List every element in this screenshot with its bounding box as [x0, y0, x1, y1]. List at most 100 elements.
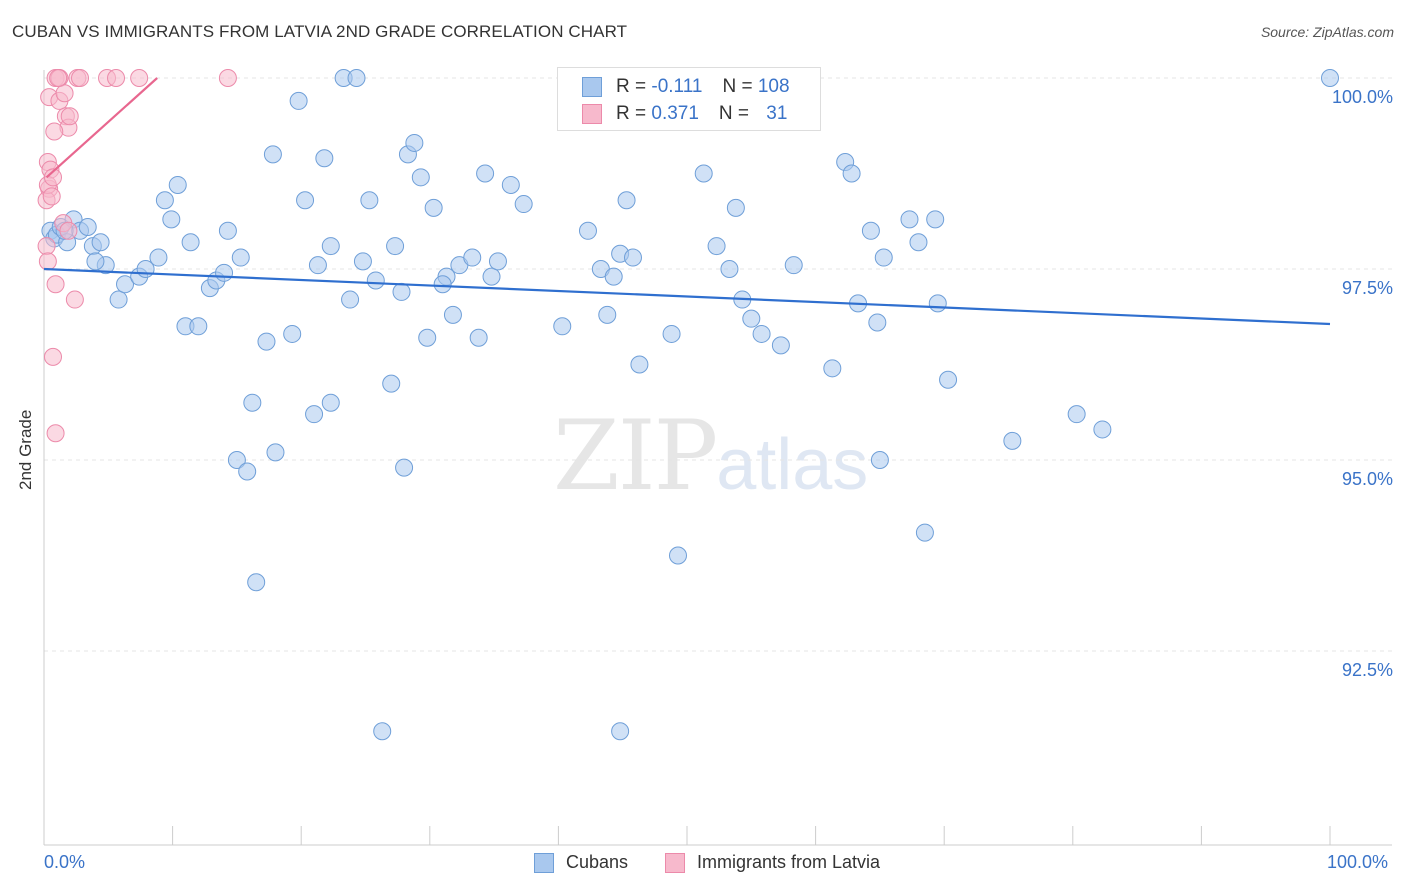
chart-title: CUBAN VS IMMIGRANTS FROM LATVIA 2ND GRAD…: [12, 22, 628, 41]
cubans-point: [296, 191, 315, 210]
cubans-point: [405, 133, 424, 152]
cubans-point: [870, 451, 889, 469]
latvia-point: [46, 424, 65, 443]
cubans-point: [91, 233, 110, 252]
latvia-point: [44, 347, 63, 366]
source-label: Source: ZipAtlas.com: [1260, 24, 1394, 40]
watermark-atlas: atlas: [716, 425, 869, 505]
cubans-point: [1093, 420, 1112, 439]
cubans-point: [726, 198, 745, 217]
latvia-point: [42, 187, 61, 206]
cubans-point: [257, 332, 276, 351]
cubans-point: [842, 164, 861, 183]
stats-legend-text: R = -0.111 N = 108: [616, 76, 790, 97]
cubans-point: [247, 573, 266, 592]
cubans-point: [283, 324, 302, 343]
cubans-point: [373, 722, 392, 741]
latvia-point: [46, 275, 65, 294]
cubans-point: [598, 305, 617, 324]
cubans-point: [488, 252, 507, 271]
cubans-point: [668, 546, 687, 565]
cubans-point: [395, 458, 414, 477]
latvia-point: [130, 69, 149, 87]
cubans-point: [215, 263, 234, 282]
cubans-point: [162, 210, 181, 229]
cubans-point: [874, 248, 893, 267]
y-tick-label: 95.0%: [1342, 469, 1393, 489]
latvia-point: [44, 168, 63, 187]
watermark-zip: ZIP: [553, 400, 718, 512]
cubans-point: [321, 237, 340, 256]
cubans-point: [321, 393, 340, 412]
cubans-point: [116, 275, 135, 294]
cubans-point: [630, 355, 649, 374]
cubans-point: [784, 256, 803, 275]
y-tick-label: 97.5%: [1342, 278, 1393, 298]
cubans-point: [243, 393, 262, 412]
cubans-point: [823, 359, 842, 378]
cubans-point: [928, 294, 947, 313]
cubans-point: [578, 221, 597, 240]
cubans-point: [308, 256, 327, 275]
cubans-point: [366, 271, 385, 290]
cubans-point: [707, 237, 726, 256]
cubans-point: [482, 267, 501, 286]
cubans-point: [939, 370, 958, 389]
cubans-point: [418, 328, 437, 347]
cubans-point: [392, 282, 411, 301]
cubans-point: [86, 252, 105, 271]
cubans-point: [347, 69, 366, 87]
cubans-point: [266, 443, 285, 462]
cubans-point: [341, 290, 360, 309]
cubans-point: [752, 324, 771, 343]
watermark: ZIPatlas: [553, 400, 868, 512]
cubans-point: [662, 324, 681, 343]
cubans-point: [78, 217, 97, 236]
cubans-point: [720, 260, 739, 278]
cubans-point: [1321, 69, 1339, 87]
cubans-point: [168, 175, 187, 194]
cubans-point: [231, 248, 250, 267]
cubans-point: [514, 195, 533, 214]
cubans-point: [289, 91, 308, 110]
cubans-point: [501, 175, 520, 194]
cubans-point: [868, 313, 887, 332]
cubans-point: [771, 336, 790, 355]
cubans-point: [433, 275, 452, 294]
latvia-point: [45, 122, 64, 141]
latvia-point: [71, 69, 90, 87]
cubans-point: [424, 198, 443, 217]
latvia-swatch: [582, 104, 602, 124]
latvia-point: [65, 290, 84, 309]
cubans-point: [109, 290, 128, 309]
x-tick-label-min: 0.0%: [44, 852, 86, 872]
stats-legend-text: R = 0.371 N = 31: [616, 103, 788, 124]
cubans-point: [617, 191, 636, 210]
latvia-point: [59, 221, 78, 240]
series-legend: Cubans Immigrants from Latvia: [0, 852, 1406, 876]
y-tick-label: 100.0%: [1332, 87, 1393, 107]
cubans-point: [742, 309, 761, 328]
cubans-point: [469, 328, 488, 347]
cubans-point: [611, 722, 630, 741]
cubans-point: [553, 317, 572, 336]
latvia-point: [55, 84, 74, 103]
latvia-point: [218, 69, 237, 87]
stats-legend: R = -0.111 N = 108 R = 0.371 N = 31: [557, 67, 821, 131]
cubans-point: [604, 267, 623, 286]
cubans-point: [218, 221, 237, 240]
cubans-point: [305, 405, 324, 424]
latvia-point: [38, 252, 57, 271]
legend-label-latvia: Immigrants from Latvia: [697, 852, 881, 872]
latvia-point: [49, 69, 68, 87]
latvia-point: [37, 237, 56, 256]
cubans-point: [915, 523, 934, 542]
cubans-point: [623, 248, 642, 267]
cubans-legend-swatch: [534, 853, 554, 873]
y-axis-title: 2nd Grade: [16, 409, 35, 490]
cubans-point: [443, 305, 462, 324]
cubans-point: [1003, 431, 1022, 450]
cubans-point: [189, 317, 208, 336]
cubans-point: [360, 191, 379, 210]
cubans-point: [227, 451, 246, 469]
